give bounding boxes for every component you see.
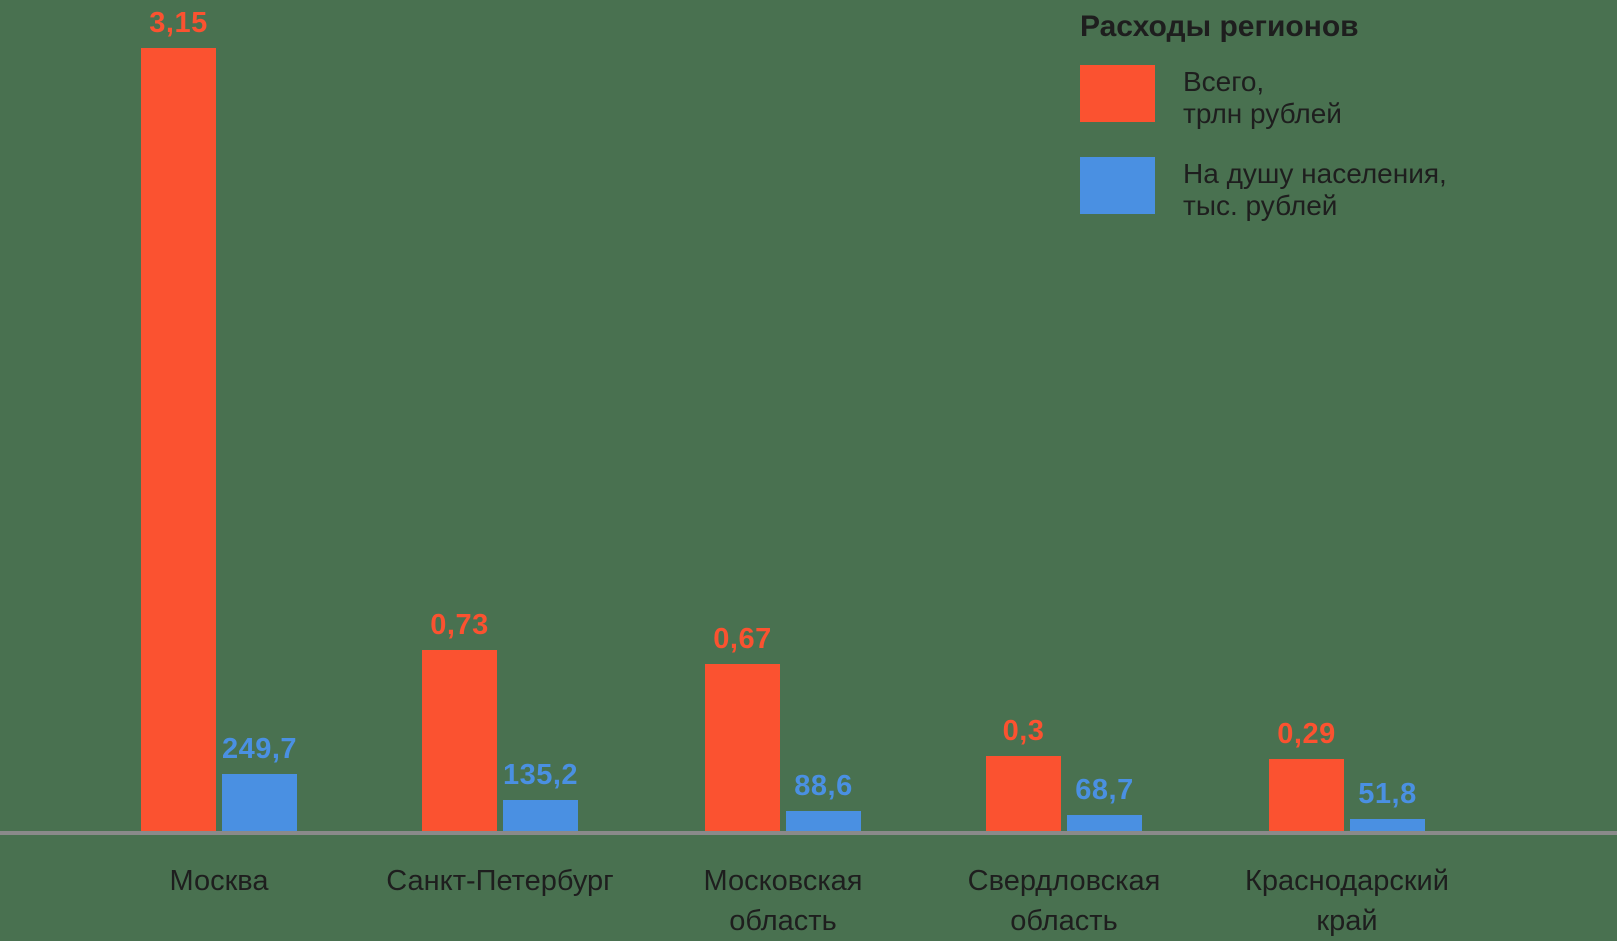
category-label-line: Санкт-Петербург <box>386 865 614 897</box>
category-label-line: Московская <box>703 865 863 897</box>
value-label-total: 0,29 <box>1277 718 1336 750</box>
category-label-line: Москва <box>169 865 269 897</box>
category-label-line: край <box>1316 905 1378 937</box>
chart-title: Расходы регионов <box>1080 10 1359 43</box>
bar-group: 0,29 51,8 Краснодарский край <box>1245 0 1449 937</box>
legend-swatch-total <box>1080 65 1155 122</box>
bar-total <box>422 650 497 831</box>
x-axis-line <box>0 831 1617 835</box>
category-label-line: Краснодарский <box>1245 865 1449 897</box>
category-label: Краснодарский край <box>1157 861 1537 941</box>
value-label-total: 0,67 <box>713 623 772 655</box>
bar-group: 3,15 249,7 Москва <box>141 0 298 897</box>
value-label-per-capita: 68,7 <box>1075 774 1134 806</box>
bar-per-capita <box>1067 815 1142 831</box>
bar-group: 0,67 88,6 Московская область <box>704 0 863 937</box>
bar-total <box>1269 759 1344 831</box>
bar-total <box>141 48 216 831</box>
category-label-line: область <box>729 905 837 937</box>
legend: Расходы регионов Всего, трлн рублей На ду… <box>1080 10 1610 249</box>
bar-per-capita <box>222 774 297 831</box>
value-label-total: 0,73 <box>430 609 489 641</box>
value-label-per-capita: 135,2 <box>502 759 579 791</box>
legend-label-total-line2: трлн рублей <box>1183 98 1342 129</box>
category-label-line: Свердловская <box>967 865 1161 897</box>
category-label: Московская область <box>593 861 973 941</box>
bar-total <box>986 756 1061 831</box>
legend-item-total: Всего, трлн рублей <box>1080 65 1610 130</box>
bar-group: 0,3 68,7 Свердловская область <box>968 0 1161 937</box>
legend-label-per-capita-line1: На душу населения, <box>1183 158 1447 189</box>
bar-per-capita <box>1350 819 1425 831</box>
legend-swatch-per-capita <box>1080 157 1155 214</box>
category-label: Свердловская область <box>874 861 1254 941</box>
bar-per-capita <box>503 800 578 831</box>
value-label-total: 0,3 <box>1002 715 1045 747</box>
value-label-total: 3,15 <box>149 7 208 39</box>
category-label-line: область <box>1010 905 1118 937</box>
value-label-per-capita: 88,6 <box>794 770 853 802</box>
value-label-per-capita: 249,7 <box>221 733 298 765</box>
category-label: Санкт-Петербург <box>310 861 690 901</box>
bar-per-capita <box>786 811 861 831</box>
bar-group: 0,73 135,2 Санкт-Петербург <box>386 0 613 897</box>
value-label-per-capita: 51,8 <box>1358 778 1417 810</box>
category-label: Москва <box>29 861 409 901</box>
bar-total <box>705 664 780 831</box>
legend-label-per-capita-line2: тыс. рублей <box>1183 190 1338 221</box>
legend-label-total-line1: Всего, <box>1183 66 1265 97</box>
legend-label-per-capita: На душу населения, тыс. рублей <box>1183 157 1447 222</box>
legend-item-per-capita: На душу населения, тыс. рублей <box>1080 157 1610 222</box>
legend-label-total: Всего, трлн рублей <box>1183 65 1342 130</box>
